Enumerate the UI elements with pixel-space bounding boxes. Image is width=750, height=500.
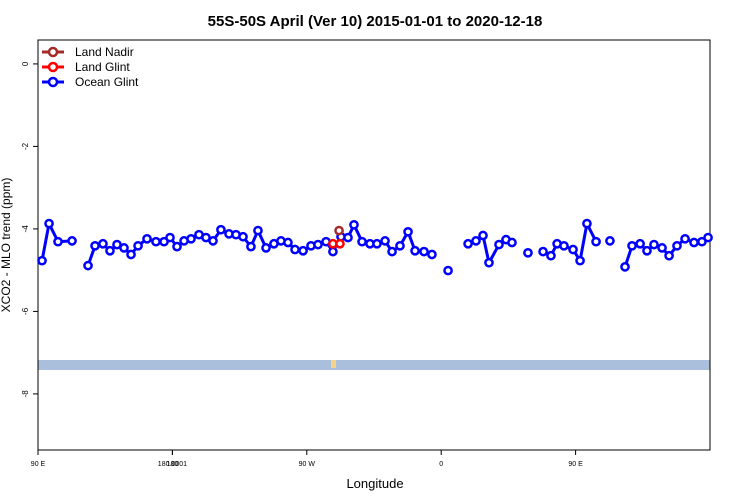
y-tick-label: 0 [21,61,30,66]
data-point [649,239,659,250]
data-point [335,238,345,249]
data-point [216,224,226,235]
data-point [575,255,585,266]
data-point [44,218,54,229]
data-point [387,246,397,257]
data-point [83,260,93,271]
data-point [463,238,473,249]
data-point [657,243,667,253]
data-point [538,246,548,257]
data-point [620,262,630,272]
data-point [283,237,293,248]
data-point [627,240,637,251]
data-point [403,226,413,237]
y-tick-label: -4 [21,225,30,233]
legend-label: Land Nadir [75,45,134,59]
data-point [478,230,488,241]
legend-label: Ocean Glint [75,75,139,89]
data-point [559,240,569,251]
legend-marker [47,61,59,73]
data-point [672,240,682,251]
data-point [119,243,129,253]
y-tick-label: -8 [21,390,30,398]
data-point [343,232,353,243]
data-point [703,232,713,243]
data-point [591,236,601,247]
data-point [484,257,494,268]
data-point [246,241,256,252]
legend-marker [47,76,59,88]
data-point [427,249,437,260]
data-point [53,236,63,247]
data-point [471,236,481,246]
data-point [151,236,161,247]
x-tick-label: 180 [167,461,179,468]
data-point [290,244,300,255]
data-point [664,250,674,261]
y-tick-label: -2 [21,142,30,150]
data-point [419,246,429,257]
x-axis-label: Longitude [346,476,403,491]
series-line [40,218,73,261]
data-point [67,236,77,246]
data-point [443,265,453,276]
data-point [133,240,143,251]
land-patch [331,360,336,368]
data-point [507,237,517,248]
data-point [172,241,182,252]
data-point [298,245,308,256]
data-point [357,236,367,247]
data-point [642,245,652,256]
data-point [328,246,338,257]
data-point [98,238,108,249]
data-point [395,240,405,251]
data-point [372,238,382,249]
legend-marker [47,46,59,58]
x-tick-label: 180.0001 [158,461,187,468]
data-point [238,231,248,242]
data-point [568,244,578,255]
data-point [37,255,47,266]
land-strip [38,360,710,370]
data-point [334,225,344,236]
data-point [165,232,175,243]
data-point [313,239,323,250]
data-point [680,233,690,244]
data-point [208,236,218,246]
x-tick-label: 90 W [299,461,316,468]
data-point [126,249,136,260]
x-tick-label: 90 E [31,461,46,468]
x-tick-label: 90 E [568,461,583,468]
data-point [186,233,196,244]
x-tick-label: 0 [439,461,443,468]
data-point [523,247,533,258]
data-point [380,236,390,246]
data-point [261,243,271,253]
data-point [689,237,699,248]
y-axis-label: XCO2 - MLO trend (ppm) [0,178,13,313]
data-point [349,219,359,230]
plot-frame [37,39,711,451]
data-point [105,245,115,256]
data-point [494,239,504,250]
data-point [410,245,420,256]
data-point [90,240,100,251]
y-tick-label: -6 [21,307,30,315]
legend-label: Land Glint [75,60,130,74]
data-point [605,236,615,246]
data-point [582,218,592,229]
data-point [635,238,645,249]
data-point [142,233,152,244]
chart-title: 55S-50S April (Ver 10) 2015-01-01 to 202… [208,13,543,30]
data-point [253,225,263,236]
data-point [546,250,556,261]
